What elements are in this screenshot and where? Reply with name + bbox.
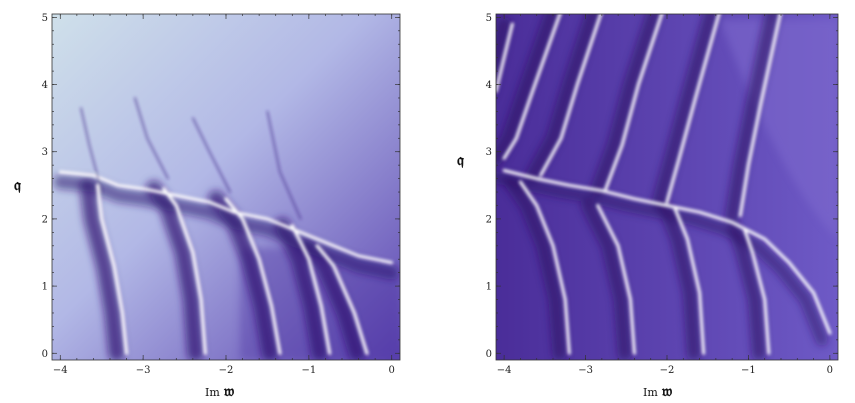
left-white-curve [224,197,282,355]
right-white-curve [596,204,636,355]
right-white-curve [665,14,721,204]
right-dark-bands [496,14,828,360]
right-white-curve [518,180,571,355]
y-tick-label: 0 [42,349,48,360]
left-white-curves [58,97,394,355]
left-panel: −4 −3 −2 −1 0 0 1 2 3 4 5 𝔮 Im 𝔴 [14,13,401,400]
left-white-curve [58,170,394,265]
right-white-curve [742,227,771,355]
svg-text:𝔴: 𝔴 [223,382,234,400]
right-dark-band [590,14,662,196]
right-dark-band [496,14,560,166]
left-heatmap [52,14,400,360]
svg-text:𝔴: 𝔴 [661,382,672,400]
x-tick-label: −2 [219,365,234,376]
x-tick-label: 0 [389,365,395,376]
right-heatmap [496,14,838,360]
x-tick-label: −3 [578,365,593,376]
left-white-curve [315,244,369,355]
svg-text:Im: Im [643,386,658,399]
right-x-label: Im 𝔴 [643,382,672,400]
right-white-curve [673,207,706,355]
left-faint-streak [80,107,103,193]
left-dark-bands [53,175,399,360]
y-tick-label: 2 [42,214,48,225]
y-tick-label: 1 [486,282,492,293]
y-tick-label: 4 [42,80,48,91]
right-dark-band [725,14,780,223]
left-white-curve [290,224,332,355]
x-tick-label: −1 [301,365,316,376]
x-tick-label: −3 [136,365,151,376]
right-white-curve [502,169,832,335]
y-tick-label: 1 [42,282,48,293]
right-axis-ticks: −4 −3 −2 −1 0 0 1 2 3 4 5 [486,13,838,376]
left-dark-band [274,217,328,360]
left-white-curve [96,183,129,355]
right-white-curve [738,14,782,218]
right-dark-band [651,14,719,210]
y-tick-label: 3 [42,147,48,158]
y-tick-label: 4 [486,80,492,91]
left-dark-band [79,177,125,360]
y-tick-label: 5 [486,13,492,24]
y-tick-label: 5 [42,13,48,24]
y-tick-label: 0 [486,349,492,360]
right-white-curve [496,22,514,93]
right-white-curve [502,14,562,160]
right-white-curve [604,14,664,191]
left-axis-ticks: −4 −3 −2 −1 0 0 1 2 3 4 5 [42,13,400,376]
svg-text:Im: Im [205,386,220,399]
left-faint-streak [266,110,302,220]
right-dark-band [581,198,632,360]
right-dark-band [727,222,766,360]
x-tick-label: −4 [497,365,512,376]
left-dark-band [208,190,278,360]
y-tick-label: 2 [486,214,492,225]
left-y-label: 𝔮 [14,175,21,194]
x-tick-label: −1 [741,365,756,376]
left-dark-band [299,237,365,360]
left-x-label: Im 𝔴 [205,382,234,400]
right-white-curves [496,14,832,355]
x-tick-label: −4 [53,365,68,376]
right-white-curve [539,14,603,177]
left-faint-streak [192,117,231,193]
right-dark-band [503,175,567,360]
left-faint-streak [134,97,169,180]
x-tick-label: 0 [827,365,833,376]
y-tick-label: 3 [486,147,492,158]
right-y-label: 𝔮 [457,150,464,169]
left-dark-band [145,180,204,360]
right-panel: −4 −3 −2 −1 0 0 1 2 3 4 5 𝔮 Im 𝔴 [457,13,839,400]
left-white-curve [162,187,207,355]
right-dark-band [496,17,512,88]
x-tick-label: −2 [660,365,675,376]
right-dark-band [658,201,701,360]
right-dark-band [525,14,600,183]
